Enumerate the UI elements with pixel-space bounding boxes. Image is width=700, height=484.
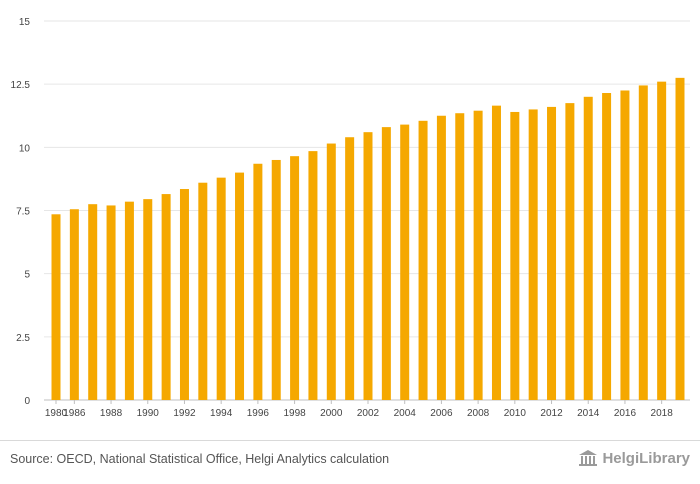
- bar: [216, 177, 226, 400]
- y-tick-label: 5: [24, 270, 30, 281]
- bar: [455, 113, 465, 401]
- bar: [363, 132, 373, 400]
- x-tick-label: 2006: [430, 408, 453, 419]
- x-tick-label: 1996: [247, 408, 270, 419]
- bar: [106, 205, 116, 400]
- logo-text: HelgiLibrary: [602, 449, 690, 467]
- x-tick-label: 1990: [137, 408, 160, 419]
- bar: [620, 90, 630, 400]
- x-tick-label: 1980: [45, 408, 68, 419]
- x-tick-label: 2014: [577, 408, 600, 419]
- bar: [179, 189, 189, 400]
- bar: [638, 85, 648, 401]
- bars: [51, 77, 685, 401]
- bar: [418, 120, 428, 400]
- bar: [400, 124, 410, 401]
- y-axis: 0 2.5 5 7.5 10 12.5 15: [11, 17, 31, 407]
- bar: [547, 106, 557, 400]
- bar: [675, 77, 685, 400]
- source-note: Source: OECD, National Statistical Offic…: [10, 452, 390, 466]
- bar: [381, 127, 391, 401]
- bar: [198, 182, 208, 400]
- x-tick-label: 1988: [100, 408, 123, 419]
- bar: [88, 204, 98, 400]
- bar: [143, 199, 153, 400]
- bar: [528, 109, 538, 400]
- bar: [473, 110, 483, 401]
- y-tick-label: 7.5: [16, 207, 30, 218]
- y-tick-label: 0: [24, 396, 30, 407]
- x-tick-label: 2002: [357, 408, 380, 419]
- bar: [345, 137, 355, 400]
- x-tick-label: 2016: [614, 408, 637, 419]
- x-tick-label: 2012: [540, 408, 563, 419]
- x-tick-label: 1992: [173, 408, 196, 419]
- bar: [510, 111, 520, 401]
- bar: [583, 96, 593, 401]
- bar: [161, 194, 171, 400]
- bar: [235, 172, 245, 400]
- bar: [657, 81, 667, 400]
- bar: [491, 105, 501, 400]
- bar: [124, 201, 134, 400]
- y-tick-label: 2.5: [16, 333, 30, 344]
- bar: [69, 209, 79, 400]
- x-tick-label: 1998: [283, 408, 306, 419]
- bar: [565, 103, 575, 400]
- x-tick-label: 1986: [63, 408, 86, 419]
- bar: [436, 115, 446, 400]
- x-tick-label: 2010: [504, 408, 527, 419]
- x-tick-label: 2004: [394, 408, 417, 419]
- library-building-icon: [579, 450, 598, 466]
- helgilibrary-logo[interactable]: HelgiLibrary: [578, 449, 690, 467]
- y-tick-label: 10: [19, 143, 31, 154]
- bar: [271, 159, 281, 400]
- x-tick-label: 2000: [320, 408, 343, 419]
- bar: [290, 156, 300, 400]
- footer: Source: OECD, National Statistical Offic…: [0, 440, 700, 484]
- bar: [51, 214, 61, 400]
- x-tick-label: 1994: [210, 408, 233, 419]
- y-tick-label: 12.5: [11, 80, 31, 91]
- bar: [326, 143, 336, 400]
- x-tick-label: 2018: [651, 408, 674, 419]
- bar: [253, 163, 263, 400]
- bar: [308, 151, 318, 400]
- y-tick-label: 15: [19, 17, 31, 28]
- bar: [602, 93, 612, 400]
- x-tick-label: 2008: [467, 408, 490, 419]
